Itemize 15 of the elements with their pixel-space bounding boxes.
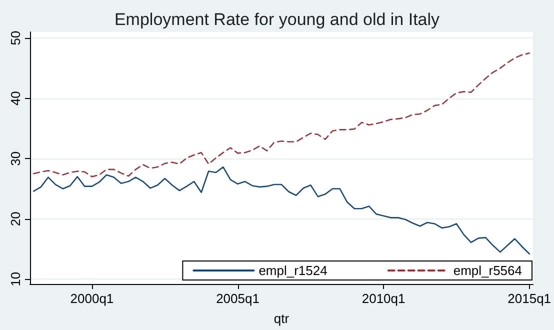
x-tick-label: 2015q1 (508, 291, 552, 306)
x-axis-title: qtr (274, 311, 290, 326)
chart-title: Employment Rate for young and old in Italy (114, 10, 440, 29)
y-tick-label: 30 (8, 151, 23, 166)
y-tick-label: 50 (8, 30, 23, 46)
x-tick-label: 2005q1 (216, 291, 260, 306)
y-tick-label: 40 (8, 91, 23, 106)
x-tick-label: 2000q1 (70, 291, 114, 306)
legend-label: empl_r5564 (453, 263, 522, 278)
line-series (32, 52, 530, 178)
legend-label: empl_r1524 (258, 263, 328, 278)
y-tick-label: 20 (8, 212, 23, 226)
x-tick-label: 2010q1 (362, 291, 406, 306)
y-tick-label: 10 (8, 272, 23, 286)
line-series (32, 166, 530, 255)
